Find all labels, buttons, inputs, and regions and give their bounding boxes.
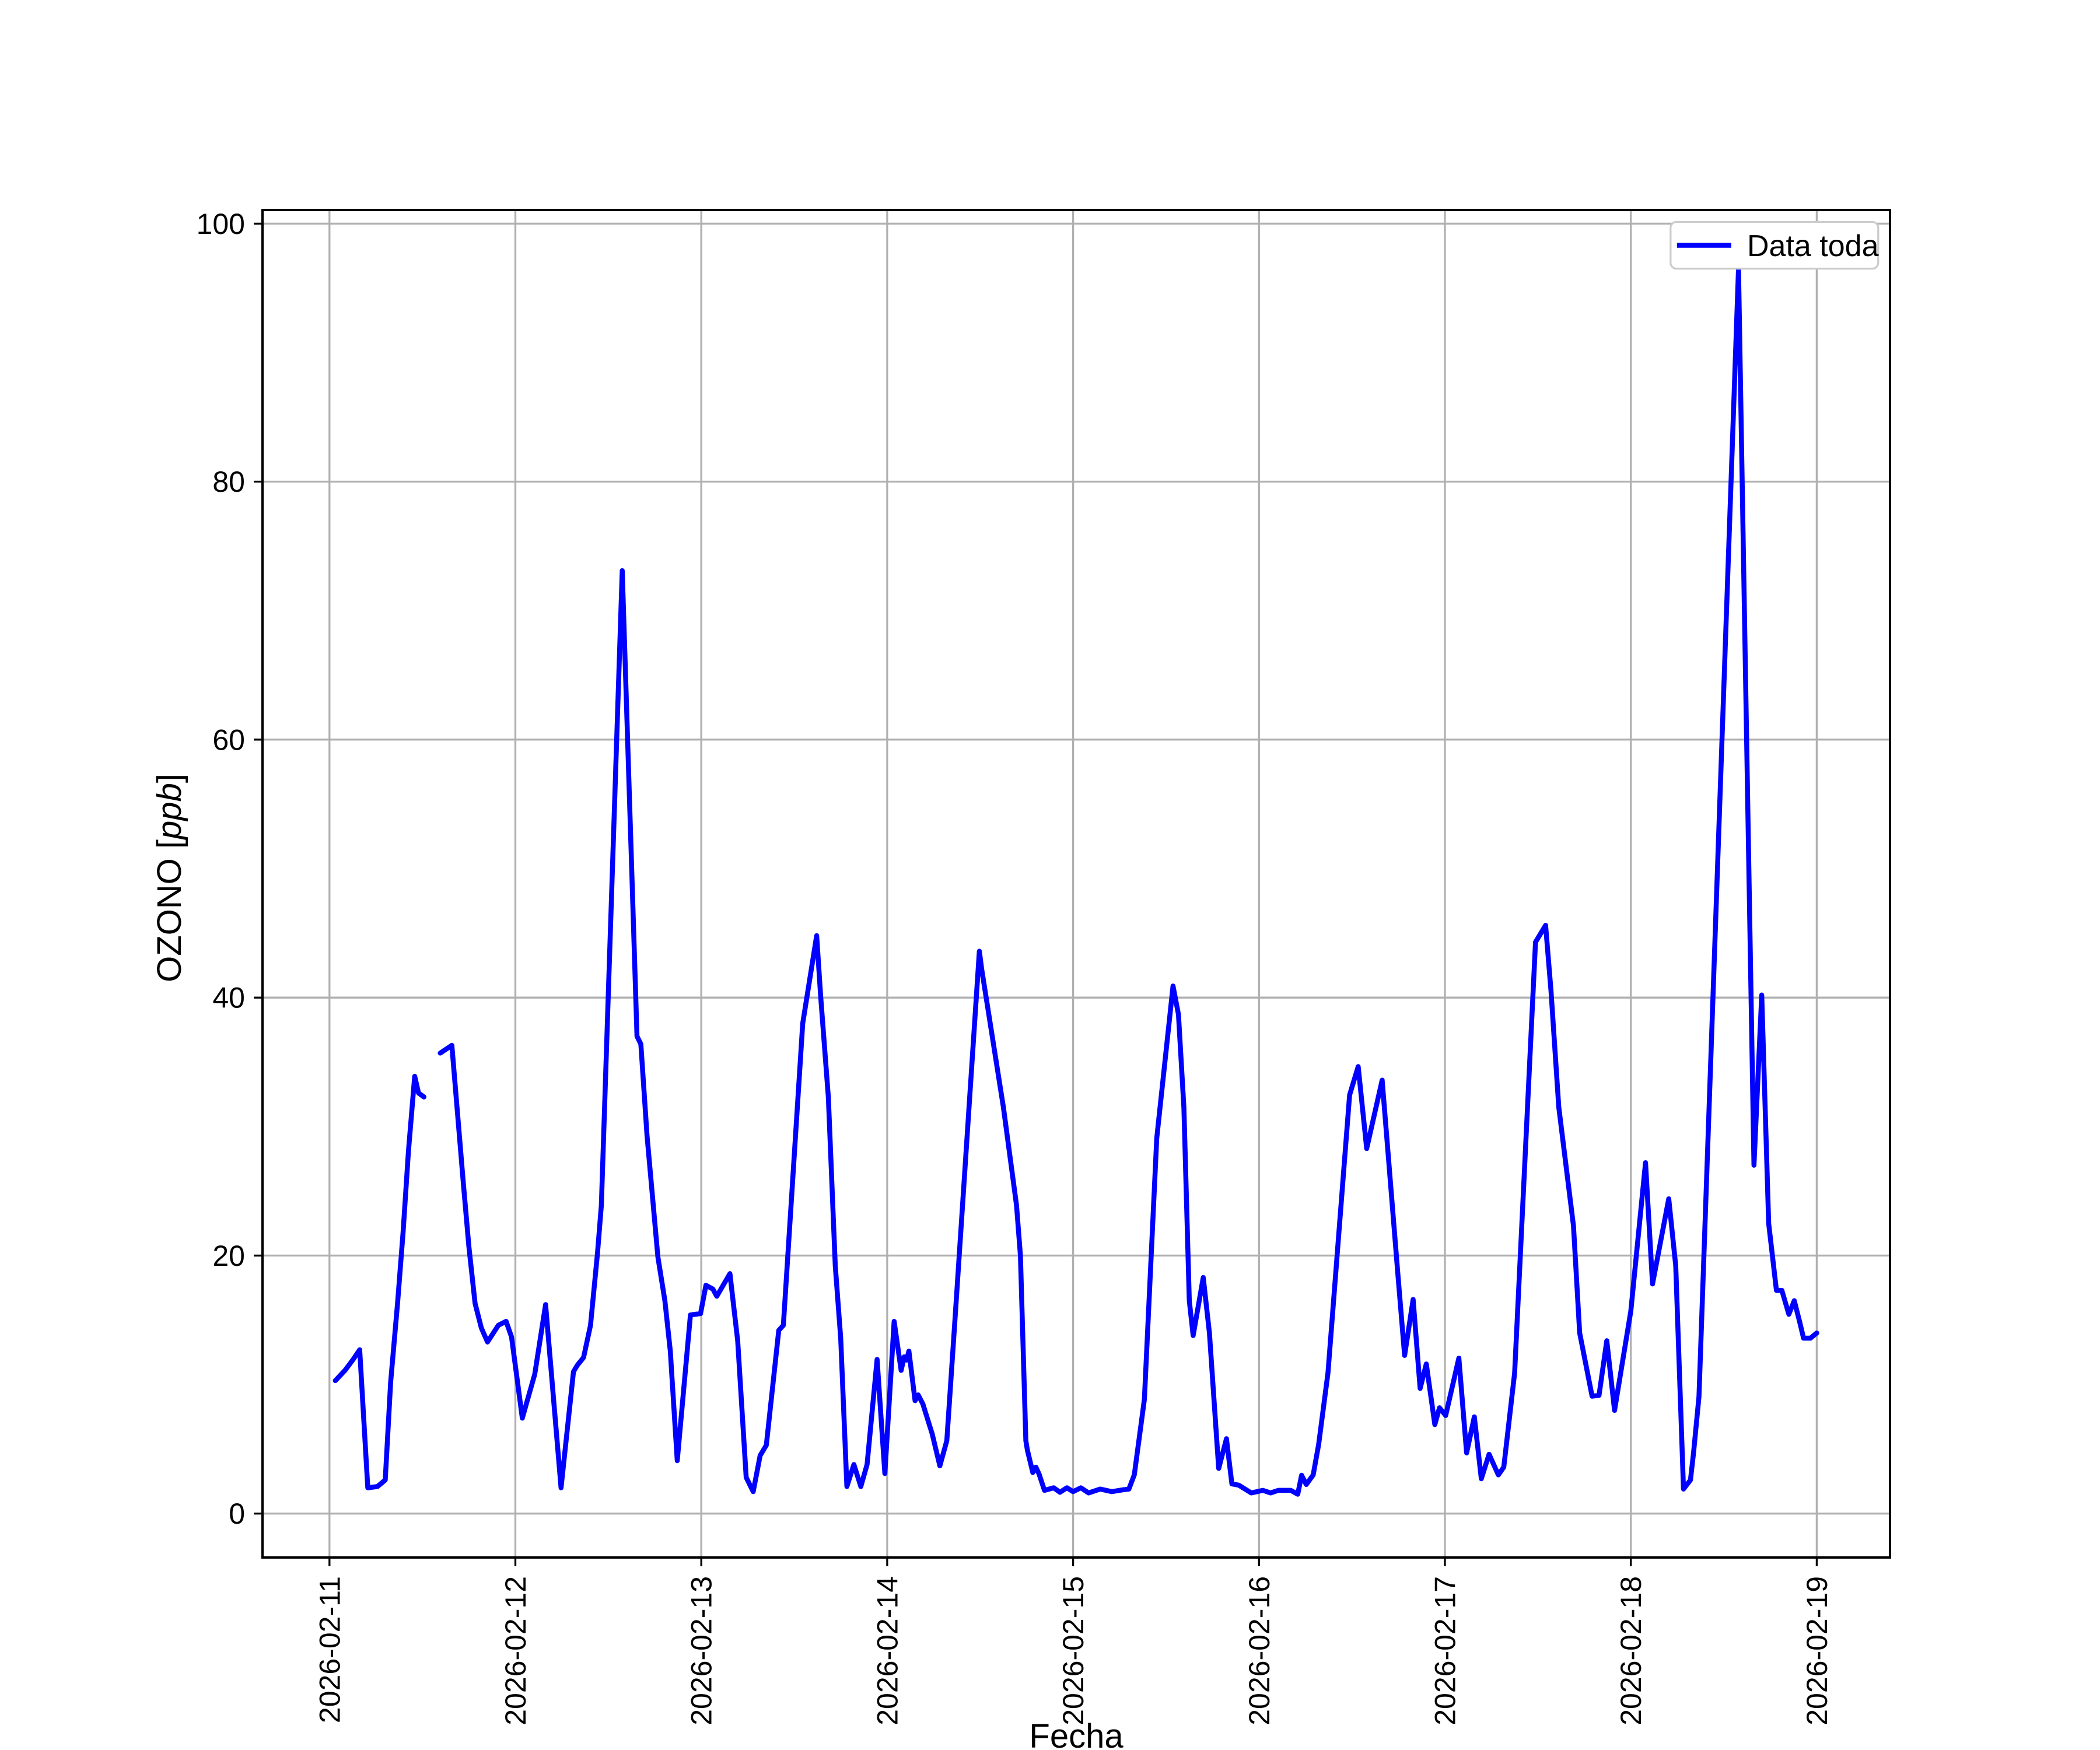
svg-text:2026-02-13: 2026-02-13: [685, 1576, 718, 1726]
svg-text:2026-02-12: 2026-02-12: [499, 1576, 532, 1726]
svg-text:2026-02-19: 2026-02-19: [1801, 1576, 1833, 1726]
svg-text:2026-02-18: 2026-02-18: [1615, 1576, 1647, 1726]
svg-text:2026-02-16: 2026-02-16: [1243, 1576, 1276, 1726]
svg-text:40: 40: [212, 982, 245, 1014]
svg-text:100: 100: [197, 208, 245, 240]
svg-text:20: 20: [212, 1240, 245, 1272]
svg-text:2026-02-11: 2026-02-11: [313, 1576, 346, 1723]
svg-text:60: 60: [212, 723, 245, 756]
svg-text:2026-02-17: 2026-02-17: [1429, 1576, 1462, 1726]
svg-text:2026-02-15: 2026-02-15: [1057, 1576, 1090, 1726]
svg-text:Fecha: Fecha: [1029, 1717, 1124, 1750]
svg-text:0: 0: [229, 1497, 245, 1530]
svg-text:OZONO [ppb]: OZONO [ppb]: [150, 774, 188, 982]
svg-text:2026-02-14: 2026-02-14: [871, 1576, 904, 1726]
svg-text:80: 80: [212, 466, 245, 498]
svg-text:Data toda: Data toda: [1747, 229, 1879, 263]
